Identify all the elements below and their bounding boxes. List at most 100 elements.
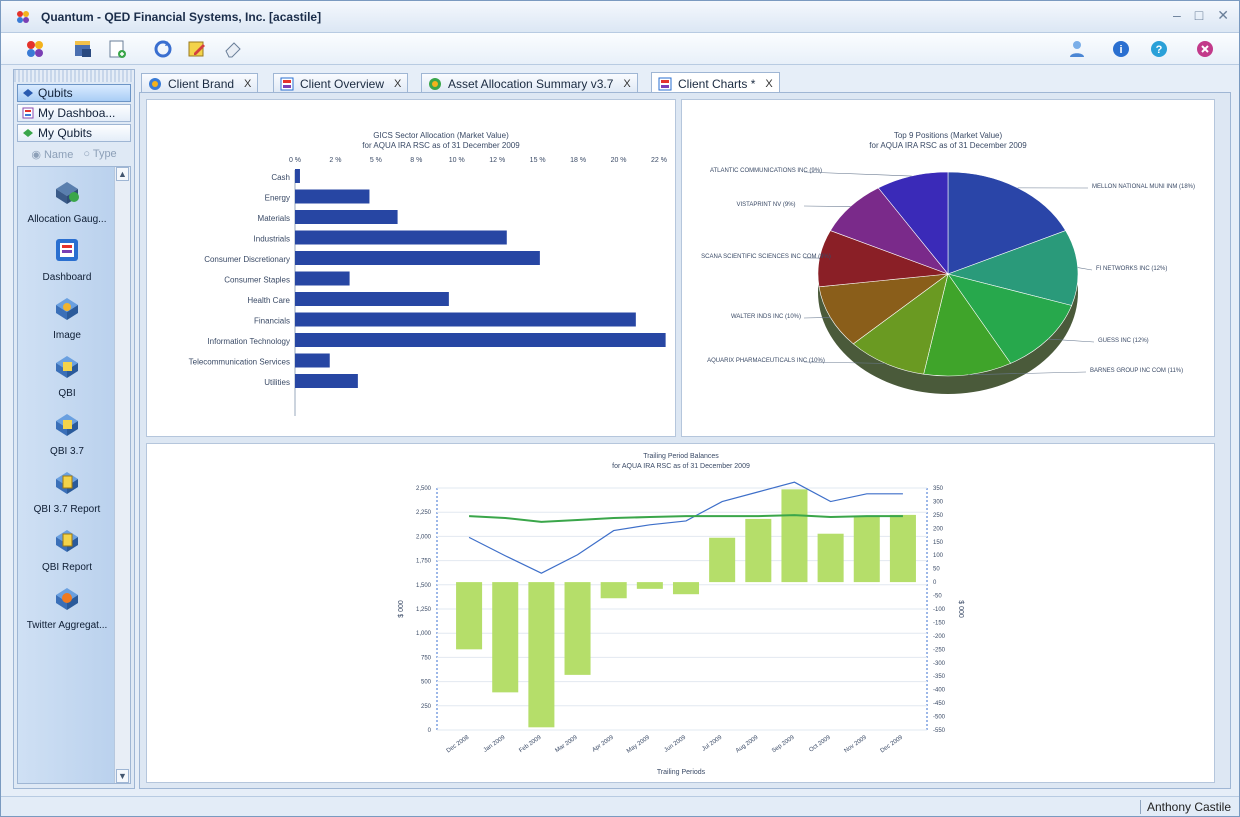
qubits-icon [23, 89, 33, 97]
category-label: Information Technology [207, 337, 290, 346]
refresh-icon[interactable] [151, 37, 175, 61]
maximize-button[interactable]: □ [1194, 7, 1204, 23]
right-tick-label: -250 [933, 647, 946, 653]
window-title: Quantum - QED Financial Systems, Inc. [a… [41, 9, 322, 24]
bar [295, 333, 666, 347]
series-line [468, 481, 903, 574]
category-label: Cash [271, 173, 290, 182]
qubit-item-allocation-gauge[interactable]: Allocation Gaug... [18, 179, 116, 225]
pie-slice-label: VISTAPRINT NV (9%) [736, 202, 795, 208]
qubit-item-twitter-aggregator[interactable]: Twitter Aggregat... [18, 585, 116, 631]
left-tick-label: 2,000 [416, 534, 432, 540]
qubit-item-qbi[interactable]: QBI [18, 353, 116, 399]
image-icon [56, 298, 78, 320]
right-axis-label: $ 000 [957, 600, 964, 618]
left-tick-label: 1,750 [416, 559, 432, 565]
category-label: Telecommunication Services [189, 358, 290, 367]
pie-slice [877, 171, 949, 275]
balance-bar [492, 582, 519, 693]
qubit-list-scrollbar[interactable]: ▲ ▼ [114, 167, 130, 783]
info-icon[interactable]: i [1109, 37, 1133, 61]
qubit-item-image[interactable]: Image [18, 295, 116, 341]
tab-close-button[interactable]: X [244, 77, 252, 90]
pie-slice-label: ATLANTIC COMMUNICATIONS INC (9%) [710, 168, 822, 174]
qubit-item-label: Allocation Gaug... [27, 214, 107, 225]
qubit-item-dashboard[interactable]: Dashboard [18, 237, 116, 283]
category-label: Energy [265, 194, 290, 203]
edit-icon[interactable] [185, 37, 209, 61]
scroll-down-icon[interactable]: ▼ [116, 769, 129, 783]
document-tabs: Client Brand X Client Overview X Asset A… [139, 69, 1229, 94]
right-tick-label: -150 [933, 620, 946, 626]
right-tick-label: -50 [933, 594, 942, 600]
tab-client-overview[interactable]: Client Overview X [273, 73, 409, 93]
nav-qubits-button[interactable]: Qubits [17, 84, 131, 102]
x-tick-label: 12 % [489, 157, 505, 164]
sort-by-name-radio[interactable]: ◉ Name [31, 148, 74, 161]
minimize-button[interactable]: – [1173, 7, 1181, 23]
category-label: Industrials [254, 235, 290, 244]
help-icon[interactable]: ? [1147, 37, 1171, 61]
qubit-item-qbi-report[interactable]: QBI Report [18, 527, 116, 573]
tab-client-brand[interactable]: Client Brand X [141, 73, 259, 93]
twitter-icon [56, 588, 78, 610]
new-document-icon[interactable] [105, 37, 129, 61]
nav-my-dashboard-button[interactable]: My Dashboa... [17, 104, 131, 122]
x-tick-label: Sep 2009 [771, 734, 796, 754]
my-qubits-icon [23, 129, 33, 137]
chart-title: Top 9 Positions (Market Value) [894, 131, 1003, 140]
user-icon[interactable] [1065, 37, 1089, 61]
exit-icon[interactable] [1193, 37, 1217, 61]
balance-bar [781, 489, 808, 583]
tab-close-button[interactable]: X [394, 77, 402, 90]
qbi-icon [56, 414, 78, 436]
qubit-item-qbi-3-7[interactable]: QBI 3.7 [18, 411, 116, 457]
scroll-up-icon[interactable]: ▲ [116, 167, 129, 181]
bar [295, 251, 540, 265]
database-icon[interactable] [71, 37, 95, 61]
pie-slice [947, 273, 1073, 364]
right-tick-label: -400 [933, 688, 946, 694]
left-tick-label: 500 [421, 680, 432, 686]
nav-my-qubits-button[interactable]: My Qubits [17, 124, 131, 142]
qubits-panel: Qubits My Dashboa... My Qubits ◉ Name ○ … [13, 69, 135, 789]
qubit-item-qbi-3-7-report[interactable]: QBI 3.7 Report [18, 469, 116, 515]
category-label: Utilities [264, 378, 290, 387]
tab-client-charts[interactable]: Client Charts * X [651, 72, 780, 94]
sort-by-type-radio[interactable]: ○ Type [83, 148, 117, 160]
nav-qubits-label: Qubits [38, 86, 73, 100]
chart-subtitle: for AQUA IRA RSC as of 31 December 2009 [869, 141, 1027, 150]
x-tick-label: 20 % [611, 157, 627, 164]
pie-leader-line [803, 317, 831, 319]
top-positions-chart: Top 9 Positions (Market Value)for AQUA I… [701, 131, 1195, 394]
balance-bar [745, 518, 772, 583]
qubits-icon[interactable] [23, 37, 47, 61]
tab-asset-allocation-summary[interactable]: Asset Allocation Summary v3.7 X [421, 73, 638, 93]
category-label: Materials [258, 214, 290, 223]
pie-leader-line [1077, 267, 1093, 271]
nav-my-qubits-label: My Qubits [38, 126, 93, 140]
balance-bar [636, 582, 663, 589]
bar [295, 189, 370, 204]
eraser-icon[interactable] [221, 37, 245, 61]
x-tick-label: Aug 2009 [735, 734, 760, 754]
left-tick-label: 1,000 [416, 631, 432, 637]
client-charts-content: GICS Sector Allocation (Market Value) for… [139, 92, 1231, 789]
panel-grip[interactable] [14, 70, 134, 82]
trailing-balances-chart: Trailing Period Balances for AQUA IRA RSC… [398, 453, 964, 776]
pie-slice-label: BARNES GROUP INC COM (11%) [1090, 368, 1183, 374]
dashboard-icon [22, 107, 34, 119]
qubit-item-label: QBI 3.7 [50, 446, 84, 457]
pie-slice-label: AQUARIX PHARMACEUTICALS INC (10%) [707, 358, 825, 364]
bar [295, 169, 300, 183]
bar [295, 210, 398, 224]
right-tick-label: 100 [933, 553, 944, 559]
balance-bar [709, 537, 736, 583]
title-bar: Quantum - QED Financial Systems, Inc. [a… [1, 1, 1239, 33]
status-bar: Anthony Castile [1, 796, 1239, 816]
close-button[interactable]: ✕ [1217, 7, 1229, 23]
tab-close-button[interactable]: X [765, 77, 773, 90]
right-tick-label: 50 [933, 567, 940, 573]
sector-allocation-chart: GICS Sector Allocation (Market Value)for… [189, 131, 667, 416]
tab-close-button[interactable]: X [623, 77, 631, 90]
